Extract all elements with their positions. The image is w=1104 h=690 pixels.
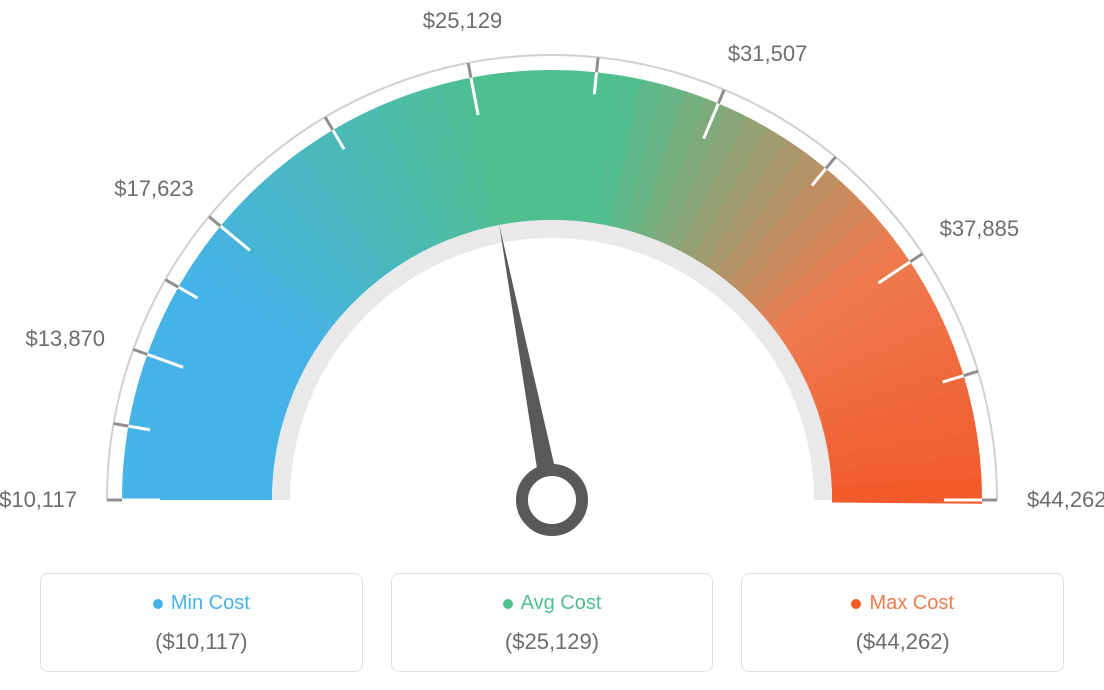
gauge-tick-label: $44,262 — [1027, 487, 1104, 513]
legend-dot-min — [153, 599, 163, 609]
legend-title-avg-text: Avg Cost — [521, 592, 602, 615]
gauge-tick-label: $31,507 — [728, 41, 808, 67]
chart-container: $10,117 $13,870 $17,623 $25,129 $31,507 $37,8… — [0, 0, 1104, 690]
gauge-tick-label: $25,129 — [423, 8, 503, 34]
legend-card-min: Min Cost ($10,117) — [40, 573, 363, 672]
legend-title-avg: Avg Cost — [503, 592, 602, 615]
legend-title-max: Max Cost — [851, 592, 953, 615]
gauge-svg — [0, 0, 1104, 560]
legend-title-max-text: Max Cost — [869, 592, 953, 615]
gauge-area: $10,117 $13,870 $17,623 $25,129 $31,507 $37,8… — [0, 0, 1104, 560]
legend-dot-avg — [503, 599, 513, 609]
legend-title-min-text: Min Cost — [171, 592, 250, 615]
legend-dot-max — [851, 599, 861, 609]
legend-card-avg: Avg Cost ($25,129) — [391, 573, 714, 672]
legend-row: Min Cost ($10,117) Avg Cost ($25,129) Ma… — [40, 573, 1064, 672]
legend-value-avg: ($25,129) — [402, 629, 703, 655]
legend-card-max: Max Cost ($44,262) — [741, 573, 1064, 672]
gauge-tick-label: $13,870 — [26, 326, 106, 352]
legend-value-min: ($10,117) — [51, 629, 352, 655]
gauge-tick-label: $10,117 — [0, 487, 77, 513]
legend-value-max: ($44,262) — [752, 629, 1053, 655]
gauge-tick-label: $17,623 — [114, 177, 194, 203]
gauge-tick-label: $37,885 — [940, 216, 1020, 242]
legend-title-min: Min Cost — [153, 592, 250, 615]
